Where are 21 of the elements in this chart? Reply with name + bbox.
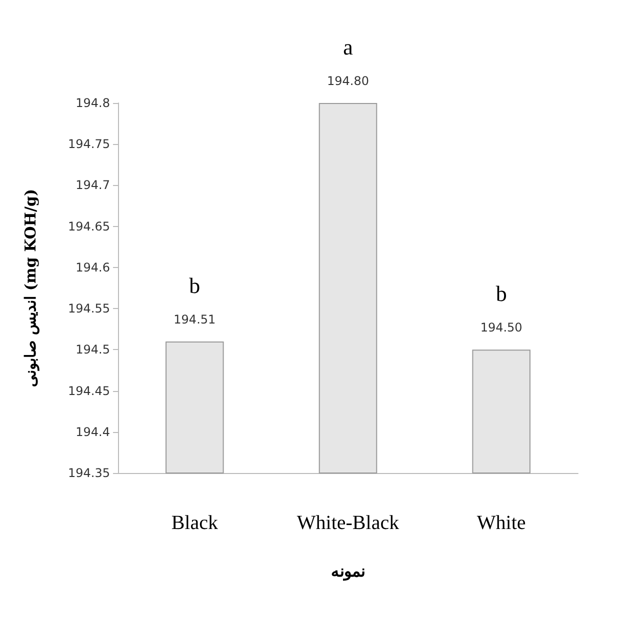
data-label: 194.51 bbox=[174, 312, 216, 326]
y-tick-label: 194.4 bbox=[76, 424, 110, 439]
y-tick-label: 194.7 bbox=[76, 178, 110, 192]
annotation: b bbox=[189, 272, 200, 298]
x-tick-label: White-Black bbox=[296, 512, 400, 534]
y-tick-label: 194.75 bbox=[68, 137, 110, 152]
y-tick-label: 194.5 bbox=[76, 342, 110, 357]
y-tick-label: 194.65 bbox=[68, 219, 110, 234]
annotation: a bbox=[343, 34, 354, 60]
x-tick-label: White bbox=[476, 512, 526, 534]
x-tick-label: Black bbox=[171, 512, 218, 534]
y-tick-label: 194.55 bbox=[68, 302, 110, 316]
x-axis-title: نمونه bbox=[331, 562, 365, 582]
y-tick-label: 194.8 bbox=[76, 96, 110, 110]
y-axis-title: اندیس صابونی (mg KOH/g) bbox=[22, 188, 40, 388]
annotation: b bbox=[496, 281, 507, 306]
data-label: 194.80 bbox=[327, 74, 369, 88]
y-tick-label: 194.45 bbox=[68, 384, 110, 398]
data-label: 194.50 bbox=[480, 320, 522, 335]
y-tick-label: 194.35 bbox=[68, 466, 110, 480]
y-tick-label: 194.6 bbox=[76, 260, 110, 274]
